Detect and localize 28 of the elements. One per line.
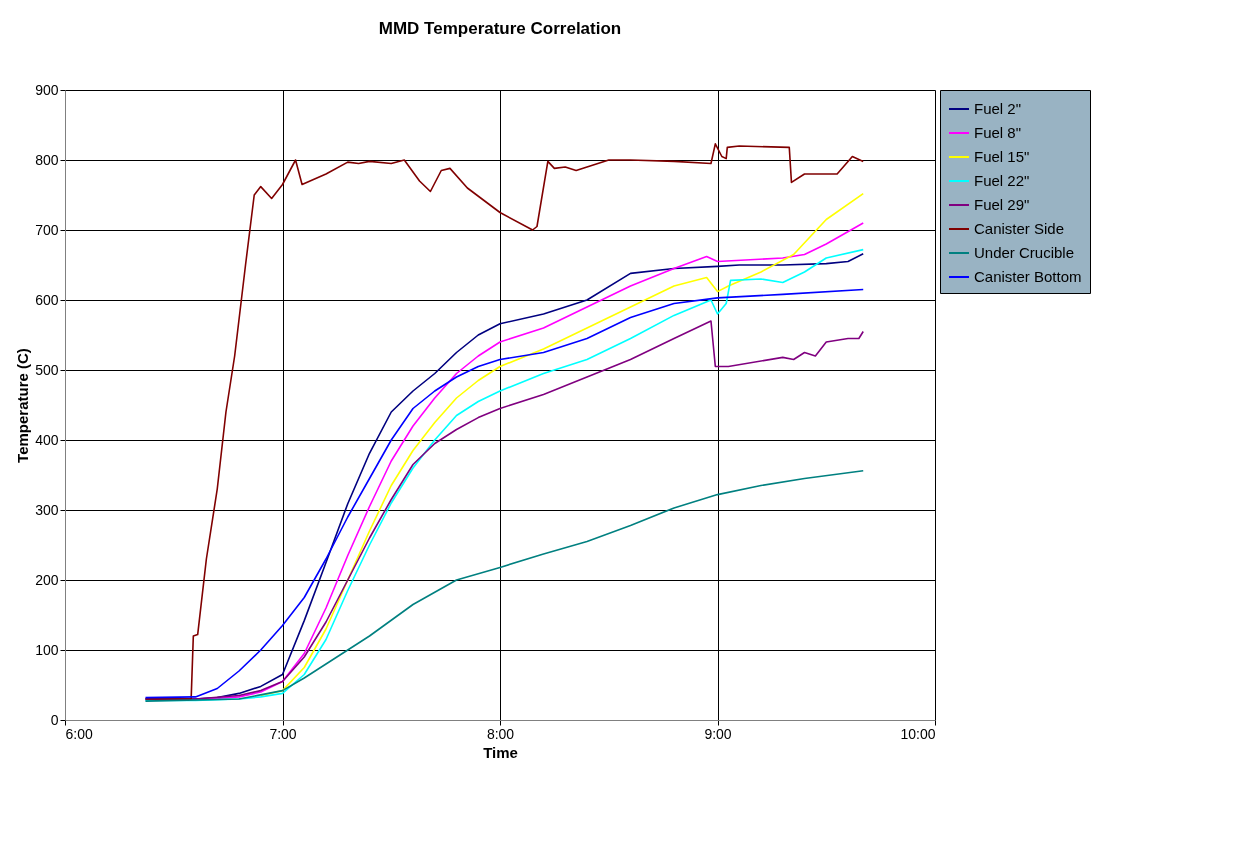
x-tick-label: 10:00 [900, 725, 936, 742]
y-tick-label: 800 [35, 151, 59, 168]
legend-label: Fuel 8" [974, 124, 1022, 141]
legend-label: Canister Side [974, 220, 1065, 237]
line-series [144, 470, 865, 702]
line-series [259, 192, 865, 697]
legend-label: Fuel 2" [974, 100, 1022, 117]
y-axis-title: Temperature (C) [14, 348, 32, 463]
y-tick-label: 500 [35, 361, 59, 378]
y-tick-label: 700 [35, 221, 59, 238]
y-tick-label: 300 [35, 501, 59, 518]
y-tick-label: 600 [35, 291, 59, 308]
y-tick-label: 0 [50, 711, 59, 728]
x-tick-label: 8:00 [486, 725, 515, 742]
legend-label: Canister Bottom [974, 268, 1082, 285]
x-axis-title: Time [483, 743, 518, 761]
legend-label: Fuel 29" [974, 196, 1030, 213]
y-tick-label: 900 [35, 81, 59, 98]
legend-label: Fuel 15" [974, 148, 1030, 165]
legend-label: Fuel 22" [974, 172, 1030, 189]
legend-label: Under Crucible [974, 244, 1075, 261]
chart-title: MMD Temperature Correlation [378, 19, 622, 38]
x-tick-label: 7:00 [269, 725, 297, 742]
y-tick-label: 100 [35, 641, 59, 658]
x-tick-label: 6:00 [65, 725, 93, 742]
y-tick-label: 200 [35, 571, 59, 588]
y-tick-label: 400 [35, 431, 59, 448]
x-tick-label: 9:00 [704, 725, 732, 742]
